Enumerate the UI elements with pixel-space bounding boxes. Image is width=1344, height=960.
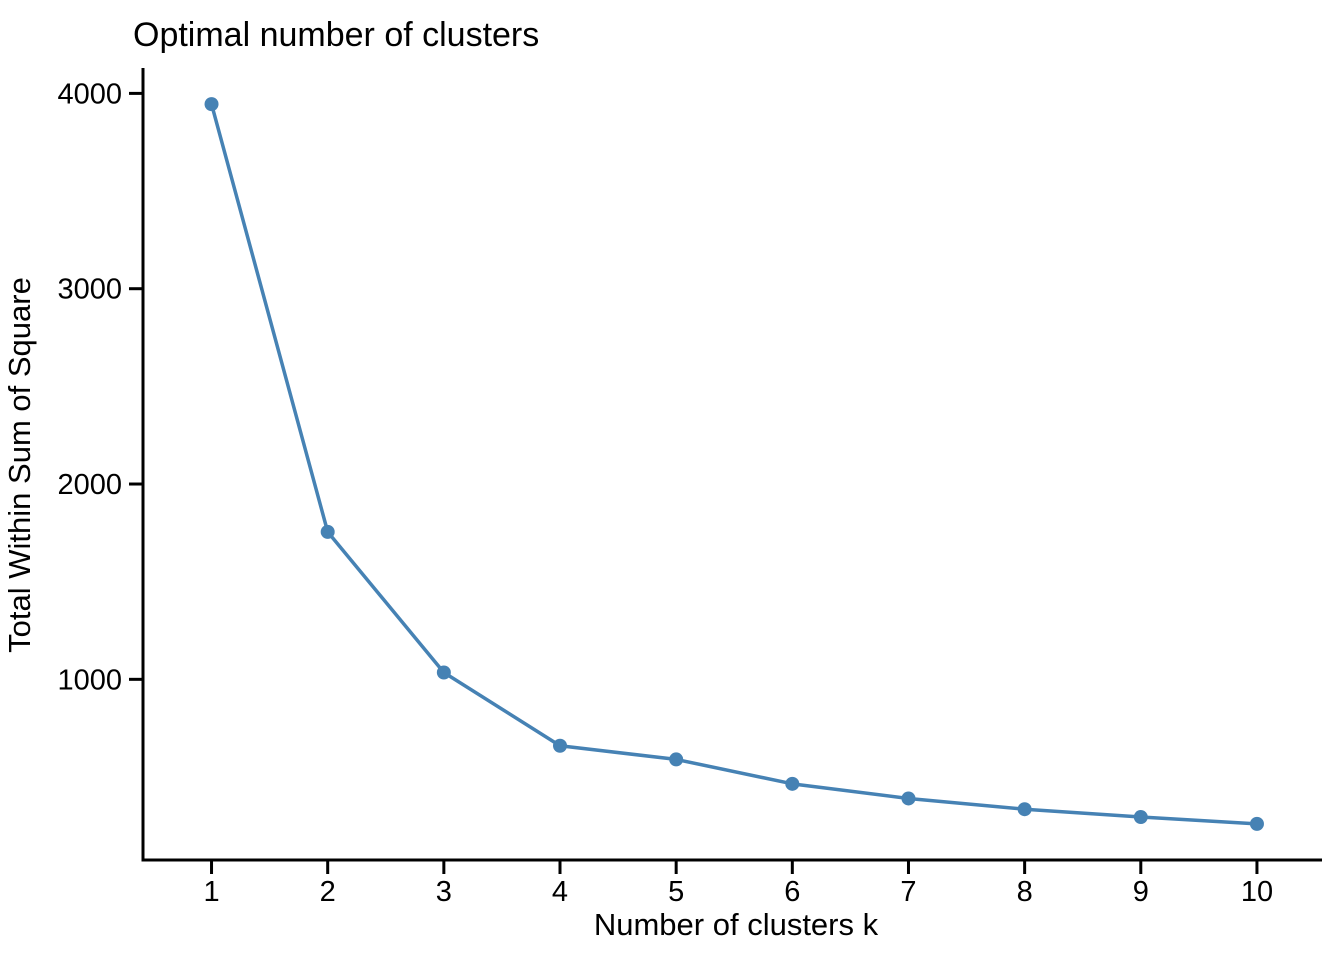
x-tick-label: 6 bbox=[784, 876, 800, 908]
x-tick-label: 10 bbox=[1241, 876, 1273, 908]
x-tick-label: 2 bbox=[320, 876, 336, 908]
data-point bbox=[436, 665, 451, 680]
data-point bbox=[669, 752, 684, 767]
chart-title: Optimal number of clusters bbox=[133, 16, 539, 54]
axis-ticks: 1 2 3 4 5 6 7 8 9 10 1000 2000 3000 4000 bbox=[57, 78, 1273, 908]
data-point bbox=[1017, 802, 1032, 817]
x-tick-label: 4 bbox=[552, 876, 568, 908]
data-point bbox=[785, 776, 800, 791]
x-tick-label: 5 bbox=[668, 876, 684, 908]
x-tick-label: 7 bbox=[900, 876, 916, 908]
x-tick-label: 9 bbox=[1133, 876, 1149, 908]
x-axis-label: Number of clusters k bbox=[594, 907, 879, 942]
y-tick-label: 1000 bbox=[57, 664, 122, 696]
wss-line-series bbox=[204, 97, 1264, 831]
data-point bbox=[1249, 816, 1264, 831]
x-tick-label: 1 bbox=[203, 876, 219, 908]
x-tick-label: 8 bbox=[1017, 876, 1033, 908]
data-point bbox=[204, 97, 219, 112]
series-line bbox=[209, 102, 1259, 826]
data-point bbox=[1133, 810, 1148, 825]
axes bbox=[141, 68, 1322, 862]
data-point bbox=[320, 524, 335, 539]
x-tick-label: 3 bbox=[436, 876, 452, 908]
data-point bbox=[553, 738, 568, 753]
data-point bbox=[901, 791, 916, 806]
y-tick-label: 3000 bbox=[57, 274, 122, 306]
y-tick-label: 2000 bbox=[57, 469, 122, 501]
y-tick-label: 4000 bbox=[57, 78, 122, 110]
y-axis-label: Total Within Sum of Square bbox=[2, 277, 37, 653]
